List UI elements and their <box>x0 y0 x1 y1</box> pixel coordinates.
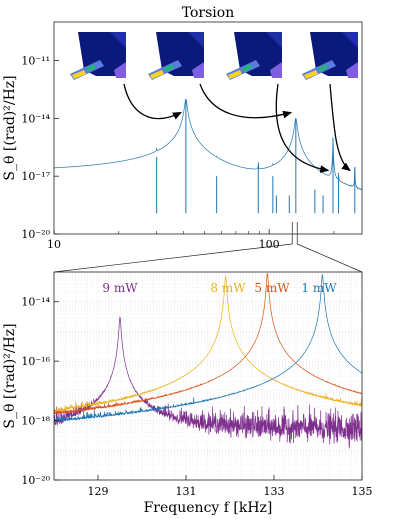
top-spectrum-line <box>54 98 362 191</box>
bottom-x-tick-label: 131 <box>176 485 197 498</box>
bottom-chart: 129 131 133 135 10⁻²⁰ 10⁻¹⁸ 10⁻¹⁶ 10⁻¹⁴ 9 mW 8 … <box>2 271 373 516</box>
bottom-y-tick-label: 10⁻¹⁴ <box>21 296 50 309</box>
series-line-9mw <box>54 316 362 449</box>
legend-9mw: 9 mW <box>102 281 138 295</box>
top-y-tick-label: 10⁻²⁰ <box>21 228 50 241</box>
inset-beam-midspot <box>86 64 96 72</box>
top-chart: Torsion 10 100 10⁻²⁰ 10⁻¹⁷ 10⁻¹⁴ 10⁻¹¹ S_θ [(… <box>2 5 363 251</box>
mode-shape-inset <box>226 30 282 80</box>
series-line-1mw <box>54 274 362 423</box>
bottom-x-tick-label: 129 <box>88 485 109 498</box>
mode-arrow <box>329 83 351 172</box>
top-x-tick-label: 10 <box>47 238 61 251</box>
bottom-y-tick-label: 10⁻¹⁸ <box>21 415 50 428</box>
inset-base-corner <box>342 32 358 48</box>
bottom-y-tick-label: 10⁻²⁰ <box>21 474 50 487</box>
mode-arrow <box>123 83 183 120</box>
top-y-tick-label: 10⁻¹⁷ <box>21 170 50 183</box>
bottom-y-tick-label: 10⁻¹⁶ <box>21 355 50 368</box>
inset-beam-hotspot <box>228 70 242 79</box>
top-series <box>54 98 362 214</box>
bottom-axes-frame <box>53 271 363 481</box>
inset-beam-hotspot <box>150 70 164 79</box>
inset-base-corner <box>110 32 126 48</box>
top-ticks: 10 100 10⁻²⁰ 10⁻¹⁷ 10⁻¹⁴ 10⁻¹¹ <box>21 55 335 251</box>
mode-arrow <box>275 83 330 173</box>
mode-shape-inset <box>148 30 204 80</box>
inset-beam-hotspot <box>72 70 86 79</box>
inset-beam-hotspot <box>304 70 318 79</box>
inset-beam-midspot <box>164 64 174 72</box>
inset-base-lower <box>346 62 358 78</box>
inset-base-corner <box>266 32 282 48</box>
mode-shape-inset <box>302 30 358 80</box>
series-line-8mw <box>54 275 362 413</box>
legend-1mw: 1 mW <box>301 281 337 295</box>
top-axes-frame <box>53 21 363 235</box>
bottom-series <box>54 272 362 449</box>
top-y-tick-label: 10⁻¹¹ <box>21 55 50 68</box>
bottom-y-axis-label: S_θ [(rad)²/Hz] <box>2 323 18 428</box>
bottom-x-axis-label: Frequency f [kHz] <box>144 500 273 516</box>
top-y-axis-label: S_θ [(rad)²/Hz] <box>2 75 18 180</box>
inset-base-lower <box>270 62 282 78</box>
bottom-ticks: 129 131 133 135 10⁻²⁰ 10⁻¹⁸ 10⁻¹⁶ 10⁻¹⁴ <box>21 296 372 498</box>
mode-shape-inset <box>70 30 126 80</box>
mode-arrow <box>199 83 293 119</box>
zoom-connector-left <box>53 243 293 273</box>
top-chart-title: Torsion <box>182 5 234 21</box>
zoom-connector-right <box>297 243 363 273</box>
bottom-grid <box>53 272 363 481</box>
series-line-5mw <box>54 272 362 415</box>
bottom-x-tick-label: 135 <box>352 485 373 498</box>
mode-arrows <box>123 83 351 173</box>
inset-beam-midspot <box>242 64 252 72</box>
bottom-x-tick-label: 133 <box>264 485 285 498</box>
inset-base-lower <box>192 62 204 78</box>
legend-5mw: 5 mW <box>254 281 290 295</box>
top-x-tick-label: 100 <box>259 238 280 251</box>
inset-base-lower <box>114 62 126 78</box>
zoom-connectors <box>53 222 363 273</box>
mode-shape-insets <box>70 30 358 80</box>
inset-beam-midspot <box>318 64 328 72</box>
legend-8mw: 8 mW <box>210 281 246 295</box>
top-y-tick-label: 10⁻¹⁴ <box>21 112 50 125</box>
inset-base-corner <box>188 32 204 48</box>
